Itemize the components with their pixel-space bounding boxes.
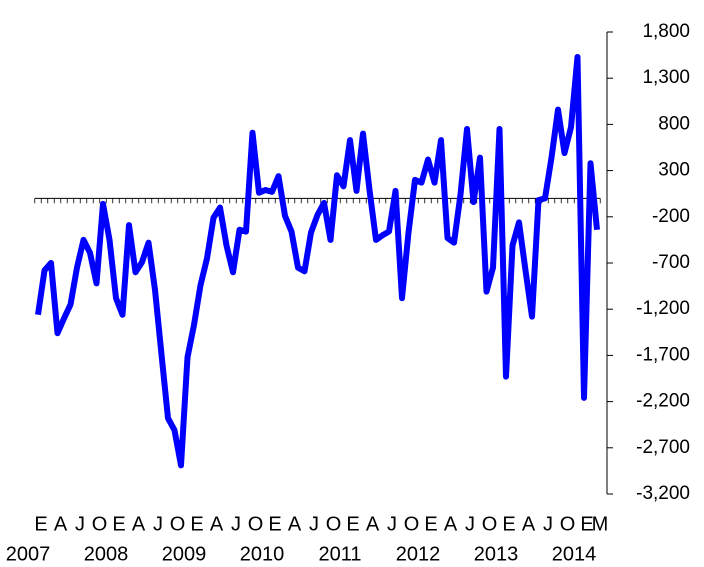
x-tick-label: J [543,513,553,535]
x-tick-label: E [112,513,125,535]
x-tick-label: J [465,513,475,535]
x-group-label: 2013 [474,543,519,565]
x-tick-label: J [153,513,163,535]
x-tick-label: J [309,513,319,535]
x-tick-label: O [170,513,186,535]
x-group-label: 2012 [396,543,441,565]
x-group-label: 2009 [162,543,207,565]
x-tick-label: M [592,513,609,535]
x-tick-label: O [92,513,108,535]
x-tick-label: O [326,513,342,535]
x-group-label: 2014 [552,543,597,565]
y-tick-label: -1,200 [636,298,690,319]
y-tick-label: -200 [652,206,690,227]
x-tick-label: J [75,513,85,535]
x-group-label: 2008 [84,543,129,565]
x-tick-label: E [580,513,593,535]
x-tick-label: E [268,513,281,535]
x-tick-label: A [54,513,68,535]
x-tick-label: A [366,513,380,535]
x-group-label: 2011 [318,543,361,565]
y-tick-label: 1,800 [642,21,690,42]
x-tick-label: O [560,513,576,535]
y-tick-label: 300 [658,160,690,181]
x-tick-label: O [248,513,264,535]
y-tick-label: -2,200 [636,391,690,412]
x-tick-label: E [190,513,203,535]
x-tick-label: A [132,513,146,535]
x-tick-label: E [502,513,515,535]
x-tick-label: O [482,513,498,535]
x-group-label: 2007 [6,543,51,565]
y-tick-label: 1,300 [642,67,690,88]
x-tick-label: A [210,513,224,535]
y-tick-label: -3,200 [636,483,690,504]
x-tick-label: J [387,513,397,535]
x-tick-label: O [404,513,420,535]
x-tick-label: A [444,513,458,535]
data-line [35,53,600,469]
y-tick-label: -2,700 [636,437,690,458]
y-tick-label: -1,700 [636,344,690,365]
x-group-label: 2010 [240,543,285,565]
x-tick-label: E [424,513,437,535]
x-tick-label: J [231,513,241,535]
y-tick-label: -700 [652,252,690,273]
x-tick-label: E [34,513,47,535]
y-tick-label: 800 [658,113,690,134]
x-tick-label: A [288,513,302,535]
x-tick-label: E [346,513,359,535]
x-tick-label: A [522,513,536,535]
